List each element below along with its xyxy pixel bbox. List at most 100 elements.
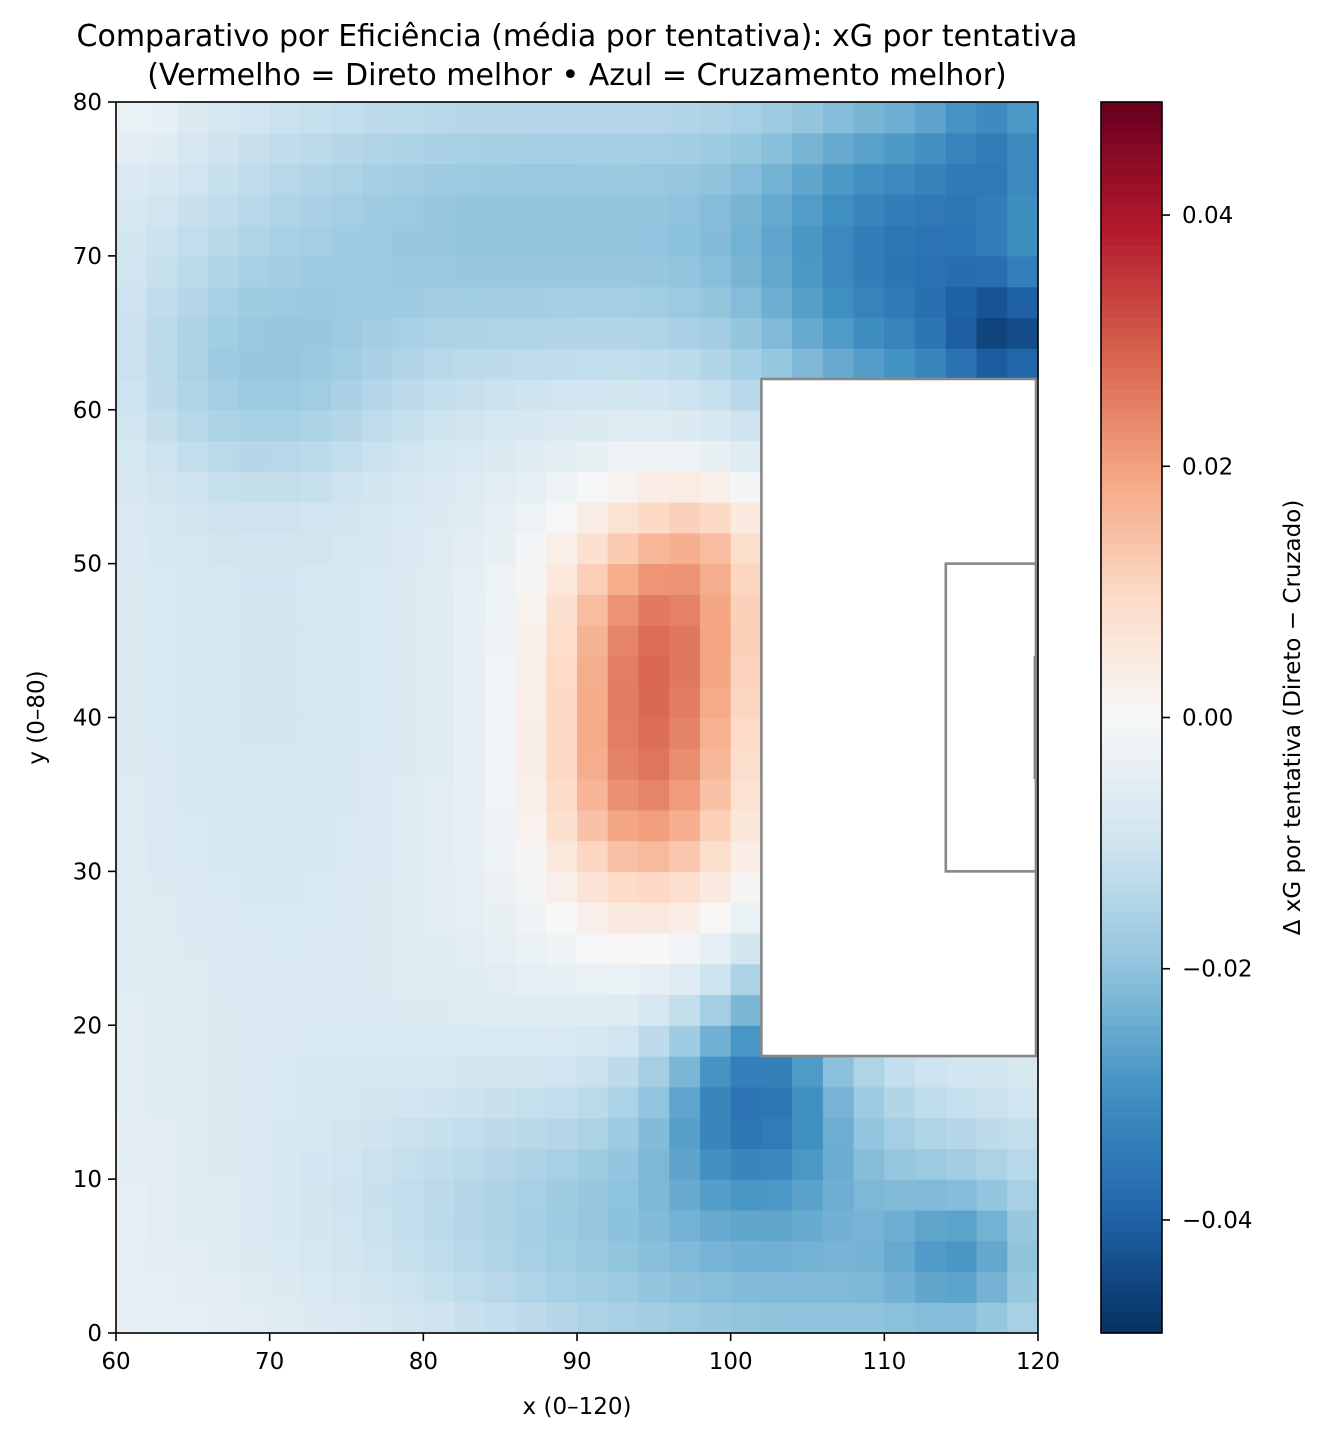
x-tick-label: 100 — [709, 1349, 753, 1375]
heatmap-cell — [638, 348, 670, 380]
heatmap-cell — [669, 563, 701, 595]
heatmap-cell — [454, 286, 486, 319]
heatmap-cell — [945, 225, 978, 257]
heatmap-cell — [392, 717, 424, 749]
colorbar-segment — [1101, 409, 1162, 421]
heatmap-cell — [730, 348, 762, 380]
heatmap-cell — [146, 994, 179, 1026]
heatmap-cell — [331, 102, 363, 134]
heatmap-cell — [361, 194, 394, 226]
heatmap-cell — [269, 871, 301, 903]
heatmap-cell — [669, 655, 701, 688]
colorbar-segment — [1101, 1127, 1162, 1139]
heatmap-cell — [177, 871, 209, 903]
heatmap-cell — [423, 132, 455, 165]
heatmap-cell — [238, 440, 271, 472]
heatmap-cell — [607, 225, 640, 257]
colorbar-segment — [1101, 194, 1162, 206]
colorbar-segment — [1101, 266, 1162, 277]
heatmap-cell — [730, 102, 762, 134]
heatmap-cell — [607, 1240, 640, 1273]
heatmap-cell — [669, 255, 701, 288]
heatmap-cell — [515, 255, 547, 288]
heatmap-cell — [638, 1056, 670, 1088]
colorbar-segment — [1101, 594, 1162, 606]
heatmap-cell — [146, 102, 179, 134]
heatmap-cell — [177, 717, 209, 749]
heatmap-cell — [730, 625, 762, 657]
heatmap-cell — [607, 902, 640, 934]
heatmap-cell — [546, 286, 578, 319]
colorbar-segment — [1101, 799, 1162, 811]
heatmap-cell — [884, 225, 916, 257]
heatmap-cell — [546, 1271, 578, 1303]
heatmap-cell — [331, 625, 363, 657]
heatmap-cell — [607, 102, 640, 134]
heatmap-cell — [300, 840, 332, 872]
heatmap-cell — [331, 409, 363, 442]
heatmap-cell — [792, 317, 824, 349]
heatmap-cell — [331, 225, 363, 257]
heatmap-cell — [300, 532, 332, 565]
heatmap-cell — [945, 194, 978, 226]
heatmap-cell — [454, 563, 486, 595]
colorbar-segment — [1101, 358, 1162, 370]
heatmap-cell — [546, 1086, 578, 1119]
heatmap-cell — [116, 255, 148, 288]
heatmap-cell — [638, 686, 670, 719]
heatmap-cell — [454, 1179, 486, 1211]
heatmap-cell — [822, 286, 855, 319]
heatmap-cell — [669, 1209, 701, 1242]
heatmap-cell — [484, 409, 517, 442]
heatmap-cell — [669, 409, 701, 442]
heatmap-cell — [699, 409, 732, 442]
colorbar-tick-label: 0.00 — [1182, 706, 1233, 732]
heatmap-cell — [454, 163, 486, 195]
heatmap-cell — [331, 809, 363, 842]
heatmap-cell — [822, 255, 855, 288]
heatmap-cell — [454, 471, 486, 503]
colorbar-segment — [1101, 943, 1162, 955]
heatmap-cell — [1007, 255, 1039, 288]
colorbar-segment — [1101, 245, 1162, 257]
heatmap-cell — [208, 102, 240, 134]
heatmap-cell — [515, 717, 547, 749]
heatmap-cell — [392, 1117, 424, 1149]
colorbar-segment — [1101, 707, 1162, 719]
heatmap-cell — [1007, 194, 1039, 226]
heatmap-cell — [454, 1025, 486, 1057]
heatmap-cell — [484, 532, 517, 565]
heatmap-cell — [546, 102, 578, 134]
heatmap-cell — [546, 1056, 578, 1088]
heatmap-cell — [730, 225, 762, 257]
heatmap-cell — [423, 532, 455, 565]
heatmap-cell — [269, 717, 301, 749]
heatmap-cell — [638, 1086, 670, 1119]
heatmap-cell — [392, 1025, 424, 1057]
heatmap-cell — [1007, 132, 1039, 165]
heatmap-cell — [515, 1117, 547, 1149]
colorbar-segment — [1101, 984, 1162, 996]
heatmap-cell — [331, 994, 363, 1026]
heatmap-cell — [638, 502, 670, 534]
heatmap-cell — [392, 594, 424, 626]
colorbar-segment — [1101, 1230, 1162, 1242]
heatmap-cell — [607, 1117, 640, 1149]
heatmap-cell — [423, 317, 455, 349]
heatmap-cell — [730, 1117, 762, 1149]
heatmap-cell — [423, 102, 455, 134]
heatmap-cell — [669, 779, 701, 811]
heatmap-cell — [761, 1209, 793, 1242]
heatmap-cell — [208, 1025, 240, 1057]
heatmap-cell — [423, 748, 455, 780]
heatmap-cell — [392, 994, 424, 1026]
heatmap-cell — [945, 1240, 978, 1273]
heatmap-cell — [177, 1302, 209, 1334]
heatmap-cell — [392, 348, 424, 380]
heatmap-cell — [638, 655, 670, 688]
heatmap-cell — [116, 1209, 148, 1242]
heatmap-cell — [423, 563, 455, 595]
heatmap-cell — [853, 1117, 885, 1149]
heatmap-cell — [546, 132, 578, 165]
colorbar-segment — [1101, 573, 1162, 585]
